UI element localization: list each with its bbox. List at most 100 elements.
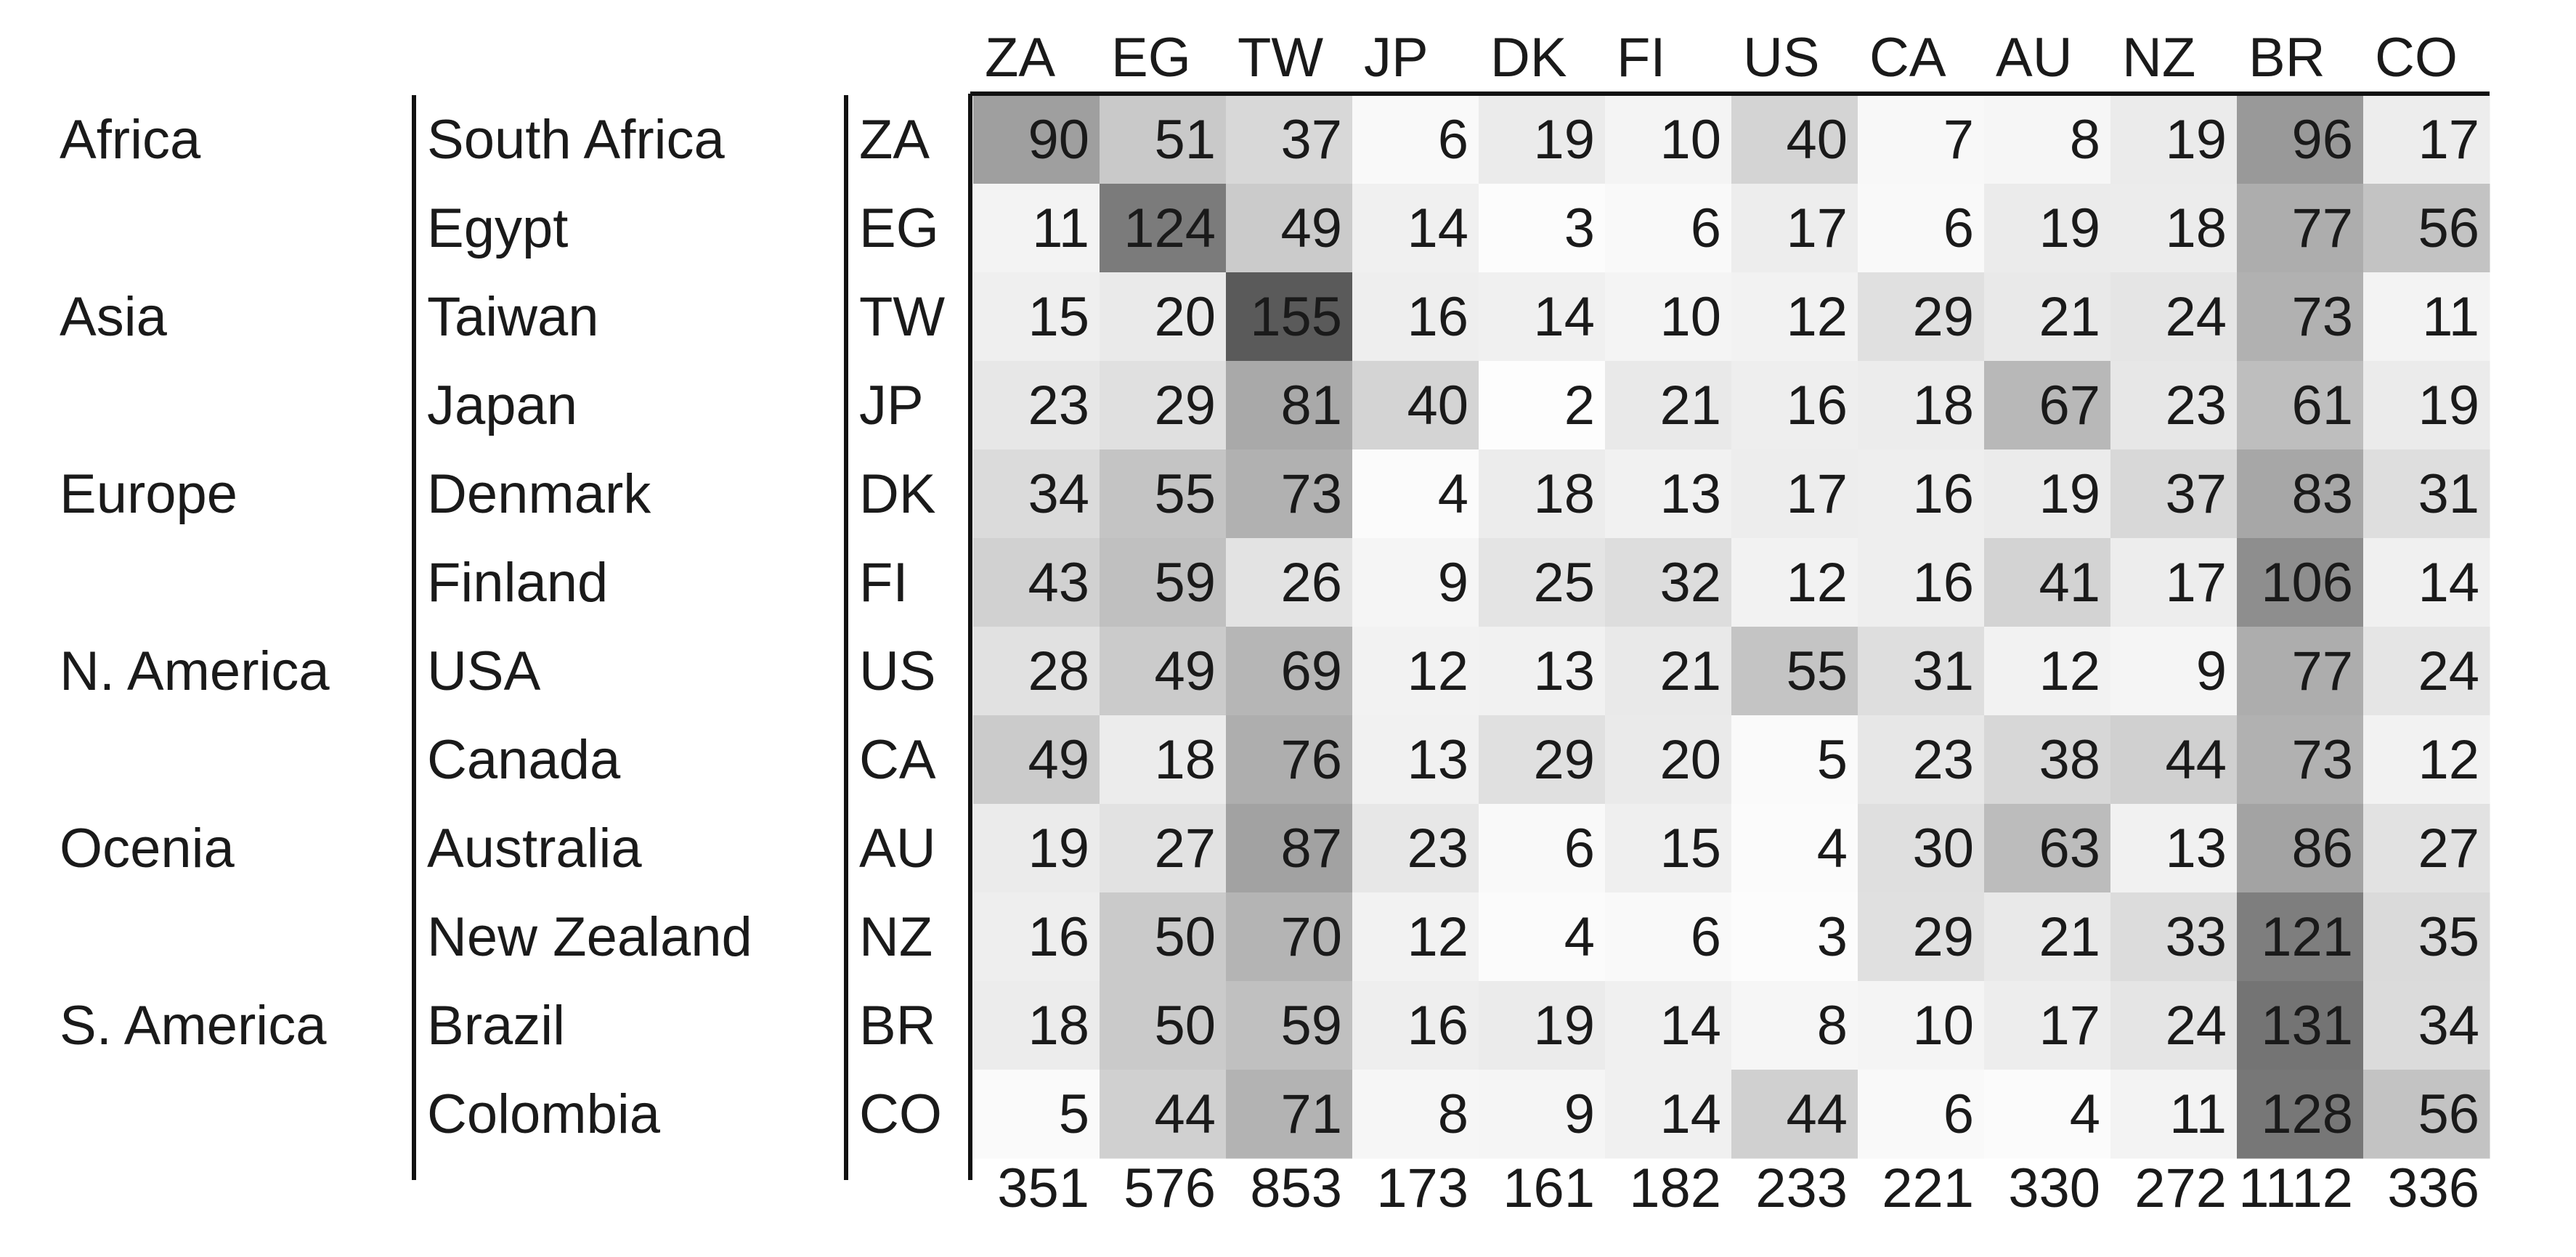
cell-value: 28 <box>1028 640 1089 702</box>
continent-label: Africa <box>60 109 201 171</box>
heatmap-cell <box>1352 449 1479 539</box>
cell-value: 124 <box>1124 198 1216 259</box>
heatmap-cell <box>1352 892 1479 982</box>
heatmap-cell <box>1731 184 1858 273</box>
heatmap-cell <box>1731 981 1858 1070</box>
cell-value: 40 <box>1786 109 1848 171</box>
cell-value: 44 <box>2165 729 2227 791</box>
heatmap-cell <box>1479 715 1606 805</box>
country-label: New Zealand <box>427 906 752 968</box>
heatmap-cell <box>2237 95 2364 184</box>
cell-value: 24 <box>2165 286 2227 348</box>
row-code-label: BR <box>859 995 936 1057</box>
cell-value: 3 <box>1564 198 1595 259</box>
cell-value: 73 <box>2291 286 2353 348</box>
heatmap-cell <box>1352 981 1479 1070</box>
cell-value: 56 <box>2418 1083 2479 1145</box>
cell-value: 14 <box>1659 995 1721 1057</box>
country-label: South Africa <box>427 109 726 171</box>
heatmap-cell <box>2363 538 2490 627</box>
cell-value: 34 <box>1028 463 1089 525</box>
cell-value: 16 <box>1407 286 1468 348</box>
column-header-jp: JP <box>1364 27 1429 89</box>
cell-value: 128 <box>2261 1083 2353 1145</box>
heatmap-cell <box>1731 449 1858 539</box>
heatmap-cell <box>973 627 1100 716</box>
cell-value: 50 <box>1154 906 1216 968</box>
cell-value: 30 <box>1912 818 1974 879</box>
heatmap-cell <box>1226 1070 1353 1159</box>
heatmap-cell <box>2237 449 2364 539</box>
cell-value: 43 <box>1028 552 1089 614</box>
column-total: 351 <box>997 1158 1089 1219</box>
cell-value: 6 <box>1564 818 1595 879</box>
cell-value: 18 <box>1533 463 1595 525</box>
column-total: 233 <box>1755 1158 1848 1219</box>
cell-value: 55 <box>1786 640 1848 702</box>
heatmap-cell <box>1858 892 1985 982</box>
heatmap-cell <box>1479 184 1606 273</box>
cell-value: 40 <box>1407 375 1468 436</box>
cell-value: 32 <box>1659 552 1721 614</box>
cell-value: 29 <box>1912 906 1974 968</box>
cell-value: 15 <box>1028 286 1089 348</box>
heatmap-cell <box>1984 184 2111 273</box>
row-code-label: NZ <box>859 906 933 968</box>
heatmap-cell <box>973 361 1100 450</box>
heatmap-cell <box>2363 184 2490 273</box>
heatmap-cell <box>1984 272 2111 362</box>
heatmap-cell <box>1100 449 1227 539</box>
cell-value: 96 <box>2291 109 2353 171</box>
heatmap-cells <box>973 95 2490 1159</box>
column-total: 161 <box>1503 1158 1595 1219</box>
heatmap-cell <box>2363 981 2490 1070</box>
heatmap-cell <box>1100 538 1227 627</box>
heatmap-cell <box>1858 184 1985 273</box>
heatmap-cell <box>1605 95 1732 184</box>
cell-value: 23 <box>1407 818 1468 879</box>
row-code-label: CA <box>859 729 936 791</box>
heatmap-cell <box>1352 1070 1479 1159</box>
heatmap-cell <box>1858 981 1985 1070</box>
column-total: 1112 <box>2238 1158 2353 1219</box>
cell-value: 18 <box>2165 198 2227 259</box>
row-code-label: ZA <box>859 109 930 171</box>
heatmap-cell <box>2363 715 2490 805</box>
heatmap-cell <box>2237 538 2364 627</box>
heatmap-cell <box>1352 361 1479 450</box>
cell-value: 13 <box>1407 729 1468 791</box>
heatmap-cell <box>2363 804 2490 893</box>
cell-value: 76 <box>1280 729 1342 791</box>
continent-label: S. America <box>60 995 327 1057</box>
cell-value: 67 <box>2039 375 2100 436</box>
column-header-dk: DK <box>1490 27 1567 89</box>
cell-value: 121 <box>2261 906 2353 968</box>
cell-value: 27 <box>2418 818 2479 879</box>
cell-value: 15 <box>1659 818 1721 879</box>
heatmap-cell <box>2363 627 2490 716</box>
row-code-label: AU <box>859 818 936 879</box>
heatmap-cell <box>1100 184 1227 273</box>
cell-value: 17 <box>2039 995 2100 1057</box>
column-header-za: ZA <box>985 27 1055 89</box>
heatmap-cell <box>1352 715 1479 805</box>
cell-value: 4 <box>1564 906 1595 968</box>
cell-value: 37 <box>2165 463 2227 525</box>
cell-value: 34 <box>2418 995 2479 1057</box>
cell-value: 6 <box>1943 1083 1974 1145</box>
heatmap-cell <box>1100 627 1227 716</box>
cell-value: 23 <box>1028 375 1089 436</box>
heatmap-cell <box>1226 538 1353 627</box>
column-header-tw: TW <box>1238 27 1323 89</box>
cell-value: 11 <box>2422 286 2479 348</box>
column-total: 182 <box>1629 1158 1721 1219</box>
heatmap-cell <box>2237 892 2364 982</box>
heatmap-cell <box>973 981 1100 1070</box>
cell-value: 50 <box>1154 995 1216 1057</box>
heatmap-cell <box>1479 1070 1606 1159</box>
cell-value: 14 <box>1407 198 1468 259</box>
heatmap-cell <box>1352 804 1479 893</box>
heatmap-cell <box>1984 627 2111 716</box>
heatmap-cell <box>1731 1070 1858 1159</box>
